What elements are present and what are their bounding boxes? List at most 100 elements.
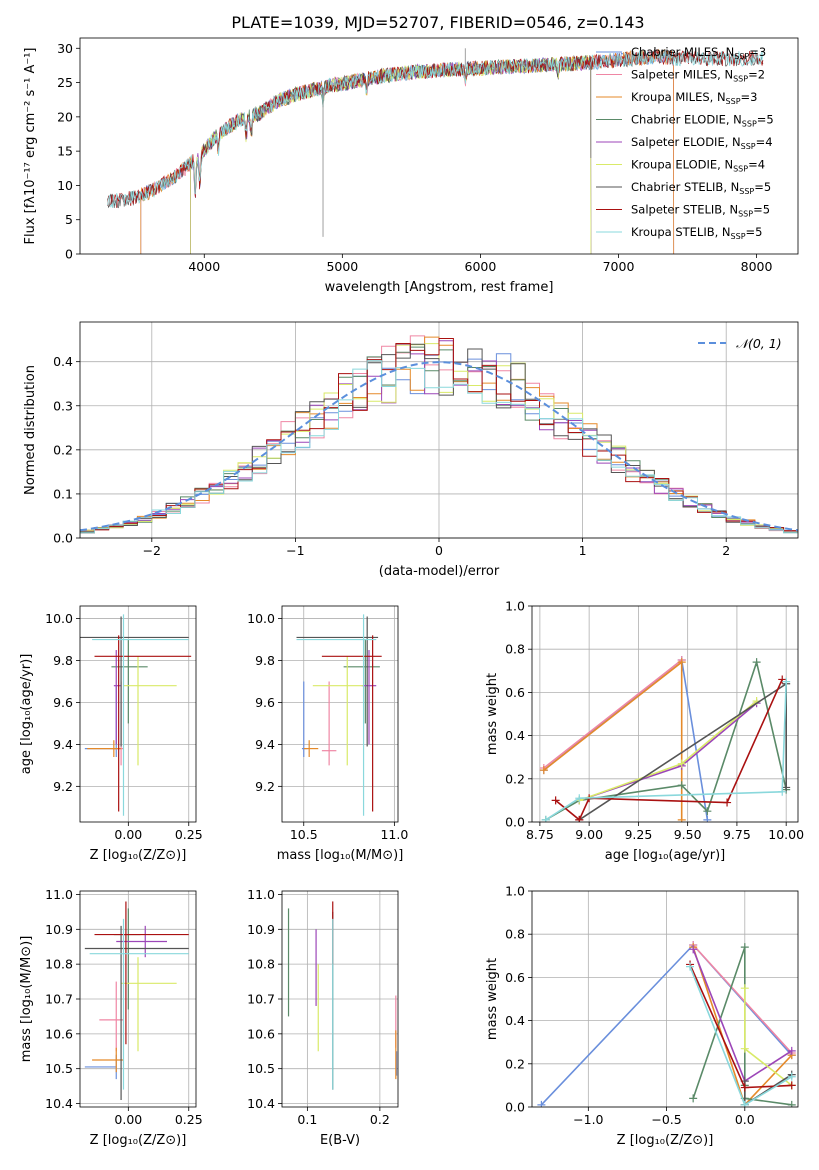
y-tick-label: 0.0 [505,815,525,830]
weight-marker-chabrier_elodie [689,1094,698,1103]
y-tick-label: 10.6 [45,1026,73,1041]
panel-weight_vs_age: 8.75 9.00 9.25 9.50 9.75 10.00 0.0 0.2 0.4 0.6 0.8… [485,599,804,864]
y-tick-label: 0.6 [505,685,525,700]
weight-marker-kroupa_miles [677,658,686,667]
weight-marker-salpeter_stelib [787,1081,796,1090]
figure-title: PLATE=1039, MJD=52707, FIBERID=0546, z=0… [231,13,644,32]
panel-age_vs_mass: 10.5 11.0 9.2 9.4 9.6 9.8 10.0 mass [log₁₀(M/M⊙… [247,605,408,863]
y-tick-label: 0.2 [505,771,525,786]
spectrum-line-chabrier_elodie [190,55,592,254]
y-tick-label: 9.2 [255,779,275,794]
x-tick-label: 6000 [465,259,497,274]
y-tick-label: 10.9 [45,922,73,937]
legend-label-chabrier_elodie: Chabrier ELODIE, NSSP=5 [631,113,774,129]
y-tick-label: 0.0 [53,531,73,546]
y-tick-label: 11.0 [45,887,73,902]
plot-area-age_vs_mass [296,614,382,816]
legend-label-chabrier_miles: Chabrier MILES, NSSP=3 [631,45,766,61]
panel-age_vs_Z: 0.00 0.25 9.2 9.4 9.6 9.8 10.0 Z [log₁₀(Z/Z⊙)] a… [19,605,203,863]
y-tick-label: 9.8 [53,653,73,668]
x-axis-label: mass [log₁₀(M/M⊙)] [277,848,404,863]
x-tick-label: 0.00 [114,827,142,842]
x-tick-label: 2 [722,543,730,558]
panel-residuals: −2 −1 0 1 2 0.0 0.1 0.2 0.3 0.4 (data-model)/error… [23,321,799,579]
plot-area-mass_vs_Z [84,901,189,1101]
y-tick-label: 9.6 [53,695,73,710]
y-tick-label: 25 [57,75,73,90]
legend-label-chabrier_stelib: Chabrier STELIB, NSSP=5 [631,180,771,196]
spectrum-line-kroupa_miles [140,48,675,254]
weight-marker-kroupa_stelib [778,787,787,796]
weight-line-salpeter_elodie [692,949,793,1083]
spectrum-line-kroupa_stelib [107,50,764,208]
weight-marker-salpeter_elodie [689,945,698,954]
x-tick-label: −2 [143,543,161,558]
y-tick-label: 10.4 [247,1096,275,1111]
y-tick-label: 0.2 [505,1056,525,1071]
legend-label-kroupa_elodie: Kroupa ELODIE, NSSP=4 [631,158,765,174]
legend-label-salpeter_stelib: Salpeter STELIB, NSSP=5 [631,203,770,219]
weight-marker-kroupa_stelib [575,794,584,803]
weight-line-kroupa_elodie [579,700,758,802]
y-tick-label: 0.4 [505,1013,525,1028]
x-tick-label: 0.25 [175,1112,203,1127]
y-tick-label: 1.0 [505,884,525,899]
x-tick-label: 7000 [603,259,635,274]
normal-curve [80,361,798,532]
x-tick-label: 10.5 [290,827,318,842]
weight-marker-kroupa_stelib [541,815,550,822]
x-tick-label: 5000 [326,259,358,274]
y-tick-label: 10.8 [45,957,73,972]
x-axis-label: wavelength [Angstrom, rest frame] [325,280,554,295]
x-tick-label: 8.75 [526,827,554,842]
x-tick-label: 0.1 [297,1112,317,1127]
y-axis-label: Flux [fλ10⁻¹⁷ erg cm⁻² s⁻¹ A⁻¹] [23,48,38,245]
legend-label-kroupa_stelib: Kroupa STELIB, NSSP=5 [631,225,762,241]
x-tick-label: −1.0 [573,1112,603,1127]
x-tick-label: 11.0 [380,827,408,842]
x-axis-label: age [log₁₀(age/yr)] [605,848,726,863]
y-axis-label: age [log₁₀(age/yr)] [19,654,34,775]
y-tick-label: 0.8 [505,927,525,942]
weight-line-chabrier_elodie [545,659,787,821]
y-tick-label: 9.6 [255,695,275,710]
x-axis-label: (data-model)/error [379,564,500,579]
y-tick-label: 15 [57,144,73,159]
x-tick-label: 0 [435,543,443,558]
y-tick-label: 10 [57,178,73,193]
y-tick-label: 0.0 [505,1100,525,1115]
weight-line-chabrier_miles [543,658,709,820]
weight-marker-kroupa_miles [677,815,686,822]
weight-marker-chabrier_elodie [703,807,712,816]
axes-frame [531,890,799,1108]
y-tick-label: 9.4 [53,737,73,752]
x-tick-label: 9.00 [575,827,603,842]
weight-marker-salpeter_stelib [575,815,584,822]
weight-marker-kroupa_stelib [782,677,791,686]
x-tick-label: 8000 [741,259,773,274]
y-tick-label: 11.0 [247,887,275,902]
y-tick-label: 10.4 [45,1096,73,1111]
weight-marker-salpeter_elodie [787,1046,796,1055]
y-tick-label: 10.9 [247,922,275,937]
weight-marker-chabrier_elodie [740,943,749,952]
y-tick-label: 1.0 [505,599,525,614]
axes-frame [79,890,197,1108]
panel-mass_vs_Z: 0.00 0.25 10.4 10.5 10.6 10.7 10.8 10.9 11.0 Z [l… [19,887,203,1148]
x-tick-label: 9.50 [674,827,702,842]
y-axis-label: mass weight [485,673,500,755]
plot-area-residuals [80,335,798,538]
y-axis-label: mass [log₁₀(M/M⊙)] [19,936,34,1063]
weight-line-salpeter_miles [543,659,683,769]
y-tick-label: 10.6 [247,1026,275,1041]
y-tick-label: 0.8 [505,642,525,657]
panel-spectrum: 4000 5000 6000 7000 8000 0 5 10 15 20 25 30 waveleng… [23,37,799,295]
axes-frame [79,321,799,539]
y-axis-label: mass weight [485,958,500,1040]
plot-area-mass_vs_ebv [287,901,398,1090]
x-tick-label: 4000 [188,259,220,274]
weight-line-kroupa_stelib [545,681,787,821]
weight-marker-chabrier_elodie [752,658,761,667]
legend-label-salpeter_elodie: Salpeter ELODIE, NSSP=4 [631,135,773,151]
